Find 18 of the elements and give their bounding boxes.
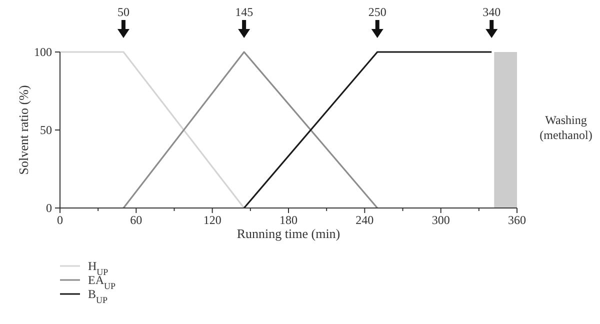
band-label: Washing (methanol) (540, 113, 592, 142)
x-tick-label: 360 (508, 213, 526, 227)
y-tick-label: 0 (46, 201, 52, 215)
x-tick-label: 180 (280, 213, 298, 227)
x-tick-label: 0 (57, 213, 63, 227)
annotation: 50 (117, 5, 130, 19)
x-tick-label: 60 (130, 213, 142, 227)
y-tick-label: 50 (40, 123, 52, 137)
annotation: 340 (482, 5, 501, 19)
y-tick-label: 100 (34, 45, 52, 59)
annotation: 145 (235, 5, 254, 19)
x-tick-label: 300 (432, 213, 450, 227)
annotation: 250 (368, 5, 386, 19)
x-tick-label: 120 (203, 213, 222, 227)
y-axis-title: Solvent ratio (%) (16, 85, 31, 175)
x-tick-label: 240 (356, 213, 374, 227)
x-axis-title: Running time (min) (236, 226, 340, 241)
legend-label: H$_{UP}$ (88, 259, 108, 277)
